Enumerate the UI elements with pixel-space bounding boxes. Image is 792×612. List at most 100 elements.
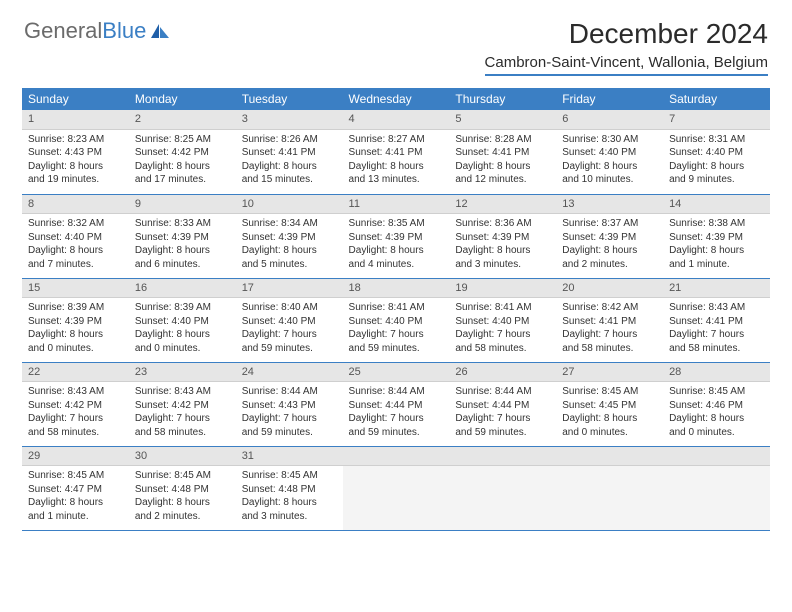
calendar-day-cell: 11Sunrise: 8:35 AMSunset: 4:39 PMDayligh…: [343, 194, 450, 278]
day-details: Sunrise: 8:27 AMSunset: 4:41 PMDaylight:…: [343, 130, 450, 191]
daylight-text-1: Daylight: 8 hours: [28, 496, 123, 510]
daylight-text-2: and 58 minutes.: [669, 342, 764, 356]
logo-text-1: General: [24, 18, 102, 44]
sunset-text: Sunset: 4:48 PM: [242, 483, 337, 497]
daylight-text-2: and 1 minute.: [669, 258, 764, 272]
title-block: December 2024 Cambron-Saint-Vincent, Wal…: [485, 18, 768, 76]
weekday-saturday: Saturday: [663, 88, 770, 110]
daylight-text-1: Daylight: 7 hours: [669, 328, 764, 342]
day-details: Sunrise: 8:44 AMSunset: 4:44 PMDaylight:…: [343, 382, 450, 443]
daylight-text-2: and 0 minutes.: [135, 342, 230, 356]
daylight-text-2: and 6 minutes.: [135, 258, 230, 272]
calendar-table: Sunday Monday Tuesday Wednesday Thursday…: [22, 88, 770, 531]
daylight-text-2: and 0 minutes.: [28, 342, 123, 356]
sunset-text: Sunset: 4:41 PM: [349, 146, 444, 160]
sunset-text: Sunset: 4:42 PM: [28, 399, 123, 413]
sunset-text: Sunset: 4:42 PM: [135, 399, 230, 413]
day-number: 31: [236, 447, 343, 467]
sunrise-text: Sunrise: 8:42 AM: [562, 301, 657, 315]
sunrise-text: Sunrise: 8:33 AM: [135, 217, 230, 231]
calendar-day-cell: [449, 446, 556, 530]
sunset-text: Sunset: 4:40 PM: [349, 315, 444, 329]
day-details: Sunrise: 8:38 AMSunset: 4:39 PMDaylight:…: [663, 214, 770, 275]
calendar-day-cell: 15Sunrise: 8:39 AMSunset: 4:39 PMDayligh…: [22, 278, 129, 362]
calendar-week: 29Sunrise: 8:45 AMSunset: 4:47 PMDayligh…: [22, 446, 770, 530]
weekday-friday: Friday: [556, 88, 663, 110]
daylight-text-2: and 3 minutes.: [242, 510, 337, 524]
sunrise-text: Sunrise: 8:40 AM: [242, 301, 337, 315]
daylight-text-2: and 59 minutes.: [242, 342, 337, 356]
logo-text-2: Blue: [102, 18, 146, 44]
logo: GeneralBlue: [24, 18, 171, 44]
day-details: Sunrise: 8:43 AMSunset: 4:41 PMDaylight:…: [663, 298, 770, 359]
calendar-day-cell: [663, 446, 770, 530]
calendar-day-cell: [556, 446, 663, 530]
day-number: 28: [663, 363, 770, 383]
daylight-text-1: Daylight: 8 hours: [242, 496, 337, 510]
sunset-text: Sunset: 4:41 PM: [242, 146, 337, 160]
sunrise-text: Sunrise: 8:26 AM: [242, 133, 337, 147]
calendar-day-cell: 18Sunrise: 8:41 AMSunset: 4:40 PMDayligh…: [343, 278, 450, 362]
calendar-week: 15Sunrise: 8:39 AMSunset: 4:39 PMDayligh…: [22, 278, 770, 362]
day-details: Sunrise: 8:45 AMSunset: 4:45 PMDaylight:…: [556, 382, 663, 443]
sunset-text: Sunset: 4:43 PM: [242, 399, 337, 413]
daylight-text-1: Daylight: 7 hours: [135, 412, 230, 426]
sunrise-text: Sunrise: 8:39 AM: [28, 301, 123, 315]
day-number: 9: [129, 195, 236, 215]
daylight-text-1: Daylight: 7 hours: [349, 328, 444, 342]
day-number: 17: [236, 279, 343, 299]
daylight-text-1: Daylight: 8 hours: [135, 160, 230, 174]
daylight-text-2: and 0 minutes.: [562, 426, 657, 440]
daylight-text-2: and 2 minutes.: [562, 258, 657, 272]
daylight-text-2: and 5 minutes.: [242, 258, 337, 272]
daylight-text-1: Daylight: 8 hours: [135, 496, 230, 510]
day-details: Sunrise: 8:43 AMSunset: 4:42 PMDaylight:…: [22, 382, 129, 443]
sunset-text: Sunset: 4:41 PM: [669, 315, 764, 329]
sunrise-text: Sunrise: 8:28 AM: [455, 133, 550, 147]
sunrise-text: Sunrise: 8:45 AM: [28, 469, 123, 483]
calendar-day-cell: 25Sunrise: 8:44 AMSunset: 4:44 PMDayligh…: [343, 362, 450, 446]
calendar-day-cell: 14Sunrise: 8:38 AMSunset: 4:39 PMDayligh…: [663, 194, 770, 278]
daylight-text-2: and 59 minutes.: [349, 426, 444, 440]
sunrise-text: Sunrise: 8:37 AM: [562, 217, 657, 231]
daylight-text-1: Daylight: 7 hours: [455, 328, 550, 342]
daylight-text-1: Daylight: 8 hours: [562, 412, 657, 426]
calendar-day-cell: 29Sunrise: 8:45 AMSunset: 4:47 PMDayligh…: [22, 446, 129, 530]
day-details: Sunrise: 8:45 AMSunset: 4:47 PMDaylight:…: [22, 466, 129, 527]
daylight-text-1: Daylight: 8 hours: [455, 244, 550, 258]
daylight-text-2: and 59 minutes.: [242, 426, 337, 440]
calendar-day-cell: 17Sunrise: 8:40 AMSunset: 4:40 PMDayligh…: [236, 278, 343, 362]
daylight-text-2: and 58 minutes.: [28, 426, 123, 440]
day-number: [663, 447, 770, 467]
day-number: [556, 447, 663, 467]
sunset-text: Sunset: 4:40 PM: [669, 146, 764, 160]
calendar-day-cell: 30Sunrise: 8:45 AMSunset: 4:48 PMDayligh…: [129, 446, 236, 530]
daylight-text-2: and 7 minutes.: [28, 258, 123, 272]
daylight-text-1: Daylight: 7 hours: [28, 412, 123, 426]
daylight-text-1: Daylight: 8 hours: [28, 160, 123, 174]
sunrise-text: Sunrise: 8:31 AM: [669, 133, 764, 147]
daylight-text-2: and 12 minutes.: [455, 173, 550, 187]
calendar-day-cell: 4Sunrise: 8:27 AMSunset: 4:41 PMDaylight…: [343, 110, 450, 194]
sunset-text: Sunset: 4:44 PM: [455, 399, 550, 413]
calendar-day-cell: 10Sunrise: 8:34 AMSunset: 4:39 PMDayligh…: [236, 194, 343, 278]
sunset-text: Sunset: 4:39 PM: [669, 231, 764, 245]
day-number: 20: [556, 279, 663, 299]
calendar-week: 8Sunrise: 8:32 AMSunset: 4:40 PMDaylight…: [22, 194, 770, 278]
sunset-text: Sunset: 4:39 PM: [28, 315, 123, 329]
day-number: [449, 447, 556, 467]
day-number: 18: [343, 279, 450, 299]
daylight-text-1: Daylight: 8 hours: [669, 244, 764, 258]
sunset-text: Sunset: 4:39 PM: [455, 231, 550, 245]
daylight-text-1: Daylight: 8 hours: [242, 244, 337, 258]
day-number: 27: [556, 363, 663, 383]
day-details: Sunrise: 8:26 AMSunset: 4:41 PMDaylight:…: [236, 130, 343, 191]
calendar-day-cell: 20Sunrise: 8:42 AMSunset: 4:41 PMDayligh…: [556, 278, 663, 362]
day-details: Sunrise: 8:41 AMSunset: 4:40 PMDaylight:…: [449, 298, 556, 359]
daylight-text-2: and 1 minute.: [28, 510, 123, 524]
daylight-text-2: and 3 minutes.: [455, 258, 550, 272]
daylight-text-1: Daylight: 8 hours: [455, 160, 550, 174]
sunset-text: Sunset: 4:40 PM: [28, 231, 123, 245]
sunrise-text: Sunrise: 8:34 AM: [242, 217, 337, 231]
logo-sail-icon: [149, 22, 171, 40]
